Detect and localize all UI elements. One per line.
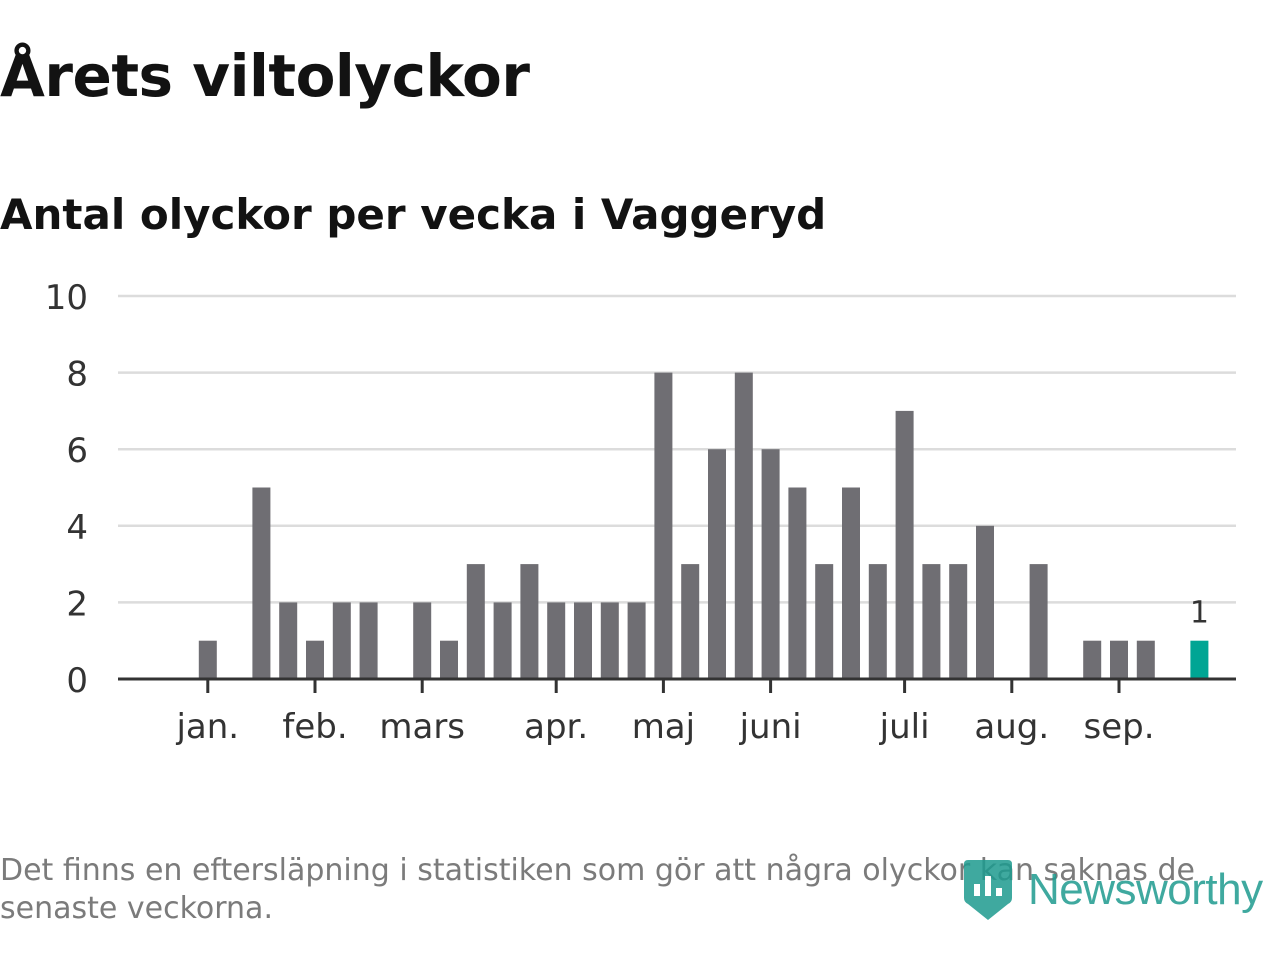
bar	[574, 602, 592, 679]
x-tick-label: mars	[379, 707, 465, 747]
bar	[868, 564, 887, 679]
bar	[547, 602, 566, 679]
bar	[600, 602, 619, 679]
x-tick-label: juni	[739, 707, 802, 747]
bar	[466, 564, 485, 679]
y-tick-label: 4	[66, 508, 88, 548]
bar	[440, 640, 458, 679]
x-tick-label: jan.	[175, 707, 239, 747]
bar	[761, 449, 780, 679]
bar	[332, 602, 351, 679]
bar	[493, 602, 512, 679]
bar	[895, 410, 914, 679]
x-tick-label: aug.	[974, 707, 1049, 747]
bar-chart: 0 2 4 6 8 10 jan. feb. mars apr. maj juni juli aug. s…	[45, 278, 1236, 747]
y-axis-ticks: 0 2 4 6 8 10	[45, 278, 88, 701]
bar	[306, 640, 324, 679]
bar	[1029, 564, 1048, 679]
bar	[359, 602, 378, 679]
newsworthy-logo: Newsworthy	[962, 858, 1263, 922]
bar	[627, 602, 646, 679]
data-labels: 1	[1190, 596, 1209, 631]
bar	[1110, 640, 1128, 679]
x-tick-label: feb.	[282, 707, 347, 747]
gridlines	[118, 294, 1236, 604]
bar	[922, 564, 941, 679]
bar	[788, 487, 807, 679]
x-tick-label: juli	[879, 707, 930, 747]
y-tick-label: 10	[45, 278, 88, 318]
bar	[198, 640, 217, 679]
data-label: 1	[1190, 596, 1209, 631]
chart-subtitle: Antal olyckor per vecka i Vaggeryd	[0, 190, 827, 239]
bar	[520, 564, 539, 679]
bar	[413, 602, 432, 679]
bar	[815, 564, 834, 679]
bar	[654, 372, 673, 679]
x-axis-ticks: jan. feb. mars apr. maj juni juli aug. sep.	[175, 679, 1155, 747]
bar	[1083, 640, 1102, 679]
bar	[1136, 640, 1155, 679]
y-tick-label: 6	[66, 431, 88, 471]
bar	[842, 487, 860, 679]
bar	[976, 525, 994, 679]
logo-wordmark: Newsworthy	[1028, 865, 1263, 914]
bar-highlight	[1190, 640, 1209, 679]
bar	[252, 487, 271, 679]
bar	[949, 564, 968, 679]
bar	[279, 602, 298, 679]
x-tick-label: sep.	[1083, 707, 1154, 747]
y-tick-label: 8	[66, 355, 88, 395]
chart-title: Årets viltolyckor	[0, 42, 530, 110]
y-tick-label: 0	[66, 661, 88, 701]
x-tick-label: apr.	[524, 707, 588, 747]
bar	[734, 372, 753, 679]
newsworthy-logo-icon	[964, 860, 1012, 920]
bar	[681, 564, 700, 679]
y-tick-label: 2	[66, 584, 88, 624]
x-tick-label: maj	[632, 707, 695, 747]
bar	[708, 449, 726, 679]
bars	[198, 372, 1209, 679]
